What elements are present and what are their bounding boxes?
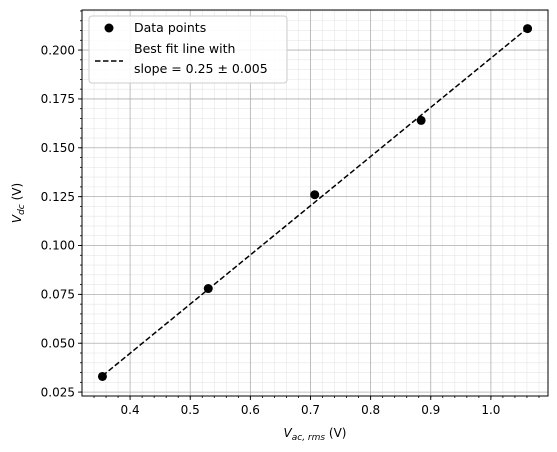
best-fit-line xyxy=(101,27,529,377)
legend-label-best-fit-line1: Best fit line with xyxy=(134,41,235,56)
x-tick-label: 0.4 xyxy=(121,403,140,417)
data-point xyxy=(523,24,533,34)
y-tick-label: 0.175 xyxy=(41,92,75,106)
y-axis-label-main: V xyxy=(10,214,24,223)
x-tick-label: 0.8 xyxy=(361,403,380,417)
y-tick-label: 0.050 xyxy=(41,336,75,350)
y-tick-label: 0.100 xyxy=(41,239,75,253)
x-tick-label: 0.9 xyxy=(421,403,440,417)
legend-marker-data-points xyxy=(104,23,114,33)
plot-frame xyxy=(81,9,549,397)
x-axis-label-main: V xyxy=(284,426,293,440)
x-axis-label: Vac, rms (V) xyxy=(284,426,347,443)
x-axis-label-sub: ac, rms xyxy=(292,433,326,443)
data-point xyxy=(203,284,213,294)
legend-box xyxy=(88,15,288,84)
series-layer xyxy=(97,24,533,381)
data-point xyxy=(97,371,107,381)
tick-labels: 0.4 0.5 0.6 0.7 0.8 0.9 1.0 0.025 0.050 0.075 0.10… xyxy=(41,43,501,417)
y-axis-label-unit: (V) xyxy=(10,183,24,204)
x-tick-label: 0.5 xyxy=(181,403,200,417)
y-tick-label: 0.125 xyxy=(41,190,75,204)
x-tick-label: 1.0 xyxy=(481,403,500,417)
y-tick-label: 0.150 xyxy=(41,141,75,155)
legend-label-best-fit-line2: slope = 0.25 ± 0.005 xyxy=(134,61,268,76)
x-tick-label: 0.6 xyxy=(241,403,260,417)
x-tick-label: 0.7 xyxy=(301,403,320,417)
y-axis-label: Vdc (V) xyxy=(10,183,27,223)
legend: Data points Best fit line with slope = 0… xyxy=(88,15,288,84)
x-axis-label-unit: (V) xyxy=(325,426,346,440)
y-tick-label: 0.075 xyxy=(41,288,75,302)
data-point xyxy=(310,190,320,200)
y-tick-label: 0.200 xyxy=(41,43,75,57)
ticks xyxy=(78,10,540,400)
legend-label-data-points: Data points xyxy=(134,20,206,35)
y-axis-label-sub: dc xyxy=(17,204,27,215)
data-point xyxy=(416,115,426,125)
y-tick-label: 0.025 xyxy=(41,385,75,399)
